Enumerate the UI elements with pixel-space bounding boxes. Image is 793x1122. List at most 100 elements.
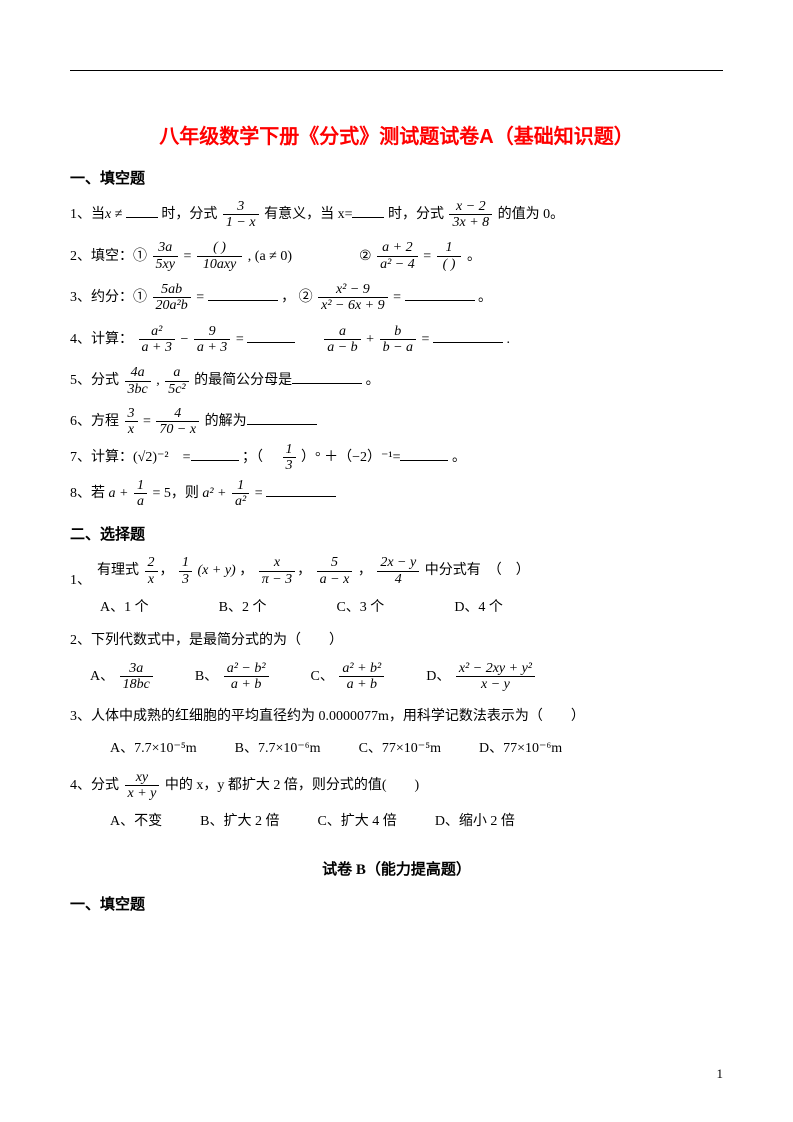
q2-eq1: =: [183, 249, 194, 264]
q3-eq1: =: [196, 290, 207, 305]
fraction: a² − b²a + b: [224, 661, 269, 693]
mc4-t2: 中的 x，y 都扩大 2 倍，则分式的值( ): [165, 778, 419, 793]
q8-t2: = 5，则: [152, 486, 202, 501]
q2-t4: ②: [359, 249, 372, 264]
fraction: xπ − 3: [259, 555, 295, 587]
q1-t6: 的值为 0。: [498, 207, 565, 222]
fraction: 3a18bc: [120, 661, 153, 693]
q3-eq2: =: [393, 290, 404, 305]
blank: [352, 204, 384, 218]
q3-t1: 3、约分：①: [70, 290, 147, 305]
option-b: B、扩大 2 倍: [200, 810, 279, 830]
fraction: 2x − y4: [377, 555, 419, 587]
q1-t3: 时，分式: [161, 207, 217, 222]
q4-t1: 4、计算：: [70, 332, 133, 347]
question-2: 2、填空：① 3a5xy = ( )10axy , (a ≠ 0) ② a + …: [70, 240, 723, 274]
q8-t1: 8、若: [70, 486, 109, 501]
fraction: 4a3bc: [125, 365, 151, 397]
option-b: B、2 个: [219, 596, 267, 616]
blank: [292, 370, 362, 384]
q2-eq2: =: [423, 249, 434, 264]
mc1-options: A、1 个 B、2 个 C、3 个 D、4 个: [100, 596, 723, 616]
option-c: C、扩大 4 倍: [317, 810, 396, 830]
mc4-options: A、不变 B、扩大 2 倍 C、扩大 4 倍 D、缩小 2 倍: [110, 810, 723, 830]
blank: [266, 483, 336, 497]
fraction: 3x: [125, 406, 138, 438]
fraction: 470 − x: [156, 406, 199, 438]
fraction: 1( ): [437, 240, 462, 272]
q6-eq: =: [143, 414, 154, 429]
option-b: B、 a² − b²a + b: [195, 661, 271, 693]
mc-question-2: 2、下列代数式中，是最简分式的为（ ）: [70, 628, 723, 655]
blank: [191, 447, 239, 461]
q8-a1: a +: [109, 486, 132, 501]
section-fill-blank: 一、填空题: [70, 167, 723, 188]
question-4: 4、计算： a²a + 3 − 9a + 3 = aa − b + bb − a…: [70, 323, 723, 357]
fraction: 13: [179, 555, 192, 587]
q7-t1: 7、计算：(√2)⁻² =: [70, 450, 191, 465]
fraction: 3a5xy: [153, 240, 178, 272]
q2-end: 。: [467, 249, 481, 264]
question-3: 3、约分：① 5ab20a²b = ， ② x² − 9x² − 6x + 9 …: [70, 281, 723, 315]
option-c: C、77×10⁻⁵m: [359, 737, 441, 757]
option-a: A、1 个: [100, 596, 149, 616]
fraction: a5c²: [165, 365, 188, 397]
q5-t4: 。: [366, 373, 380, 388]
mc3-t1: 3、人体中成熟的红细胞的平均直径约为 0.0000077m，用科学记数法表示为（…: [70, 709, 585, 724]
option-d: D、4 个: [454, 596, 503, 616]
mc2-options: A、 3a18bc B、 a² − b²a + b C、 a² + b²a + …: [90, 661, 723, 693]
q4-minus: −: [180, 332, 191, 347]
q8-a2: a² +: [202, 486, 230, 501]
blank: [126, 204, 158, 218]
q4-eq1: =: [236, 332, 247, 347]
mc1-t3: ，: [358, 563, 372, 578]
fraction: x − 23x + 8: [449, 199, 492, 231]
q1-t5: 时，分式: [388, 207, 444, 222]
q3-t3: ， ②: [281, 290, 313, 305]
option-b: B、7.7×10⁻⁶m: [235, 737, 321, 757]
question-7: 7、计算：(√2)⁻² = ；（ 13 ）° ＋（−2）⁻¹= 。: [70, 442, 723, 474]
mc4-t1: 4、分式: [70, 778, 119, 793]
fraction: 9a + 3: [194, 324, 230, 356]
blank: [400, 447, 448, 461]
q7-t4: 。: [452, 450, 466, 465]
fraction: x² − 2xy + y²x − y: [456, 661, 535, 693]
q5-t1: 5、分式: [70, 373, 119, 388]
mc3-options: A、7.7×10⁻⁵m B、7.7×10⁻⁶m C、77×10⁻⁵m D、77×…: [110, 737, 723, 757]
q1-t2: ≠: [115, 207, 126, 222]
question-8: 8、若 a + 1a = 5，则 a² + 1a² =: [70, 478, 723, 510]
mc-question-1: 1、 有理式 2x， 13 (x + y) ， xπ − 3， 5a − x ，…: [70, 554, 723, 588]
fraction: a²a + 3: [139, 324, 175, 356]
question-1: 1、当x ≠ 时，分式 31 − x 有意义，当 x= 时，分式 x − 23x…: [70, 198, 723, 232]
q7-t2: ；（: [242, 450, 277, 465]
label-d: D、: [426, 669, 450, 684]
fraction: 13: [283, 442, 296, 474]
q6-t1: 6、方程: [70, 414, 119, 429]
section-fill-blank-b: 一、填空题: [70, 893, 723, 914]
option-d: D、 x² − 2xy + y²x − y: [426, 661, 537, 693]
q2-t3: , (a ≠ 0): [248, 249, 292, 264]
fraction: xyx + y: [125, 770, 160, 802]
q5-t2: ,: [156, 373, 163, 388]
fraction: a² + b²a + b: [339, 661, 384, 693]
q2-t1: 2、填空：①: [70, 249, 147, 264]
question-5: 5、分式 4a3bc , a5c² 的最简公分母是 。: [70, 364, 723, 398]
fraction: 1a²: [232, 478, 249, 510]
q4-dot: .: [506, 332, 510, 347]
question-6: 6、方程 3x = 470 − x 的解为: [70, 406, 723, 438]
fraction: a + 2a² − 4: [377, 240, 418, 272]
fraction: 5ab20a²b: [153, 282, 191, 314]
mc1-t4: 中分式有 （ ）: [425, 563, 530, 578]
mc1-t2: ，: [239, 563, 253, 578]
sub-title-b: 试卷 B（能力提高题）: [70, 858, 723, 879]
option-a: A、7.7×10⁻⁵m: [110, 737, 197, 757]
page-number: 1: [717, 1066, 724, 1082]
q6-t3: 的解为: [205, 414, 247, 429]
fraction: bb − a: [380, 324, 416, 356]
fraction: 31 − x: [223, 199, 259, 231]
fraction: 5a − x: [317, 555, 353, 587]
label-a: A、: [90, 669, 114, 684]
q4-eq2: =: [422, 332, 433, 347]
q7-t3: ）° ＋（−2）⁻¹=: [301, 450, 400, 465]
option-a: A、不变: [110, 810, 162, 830]
